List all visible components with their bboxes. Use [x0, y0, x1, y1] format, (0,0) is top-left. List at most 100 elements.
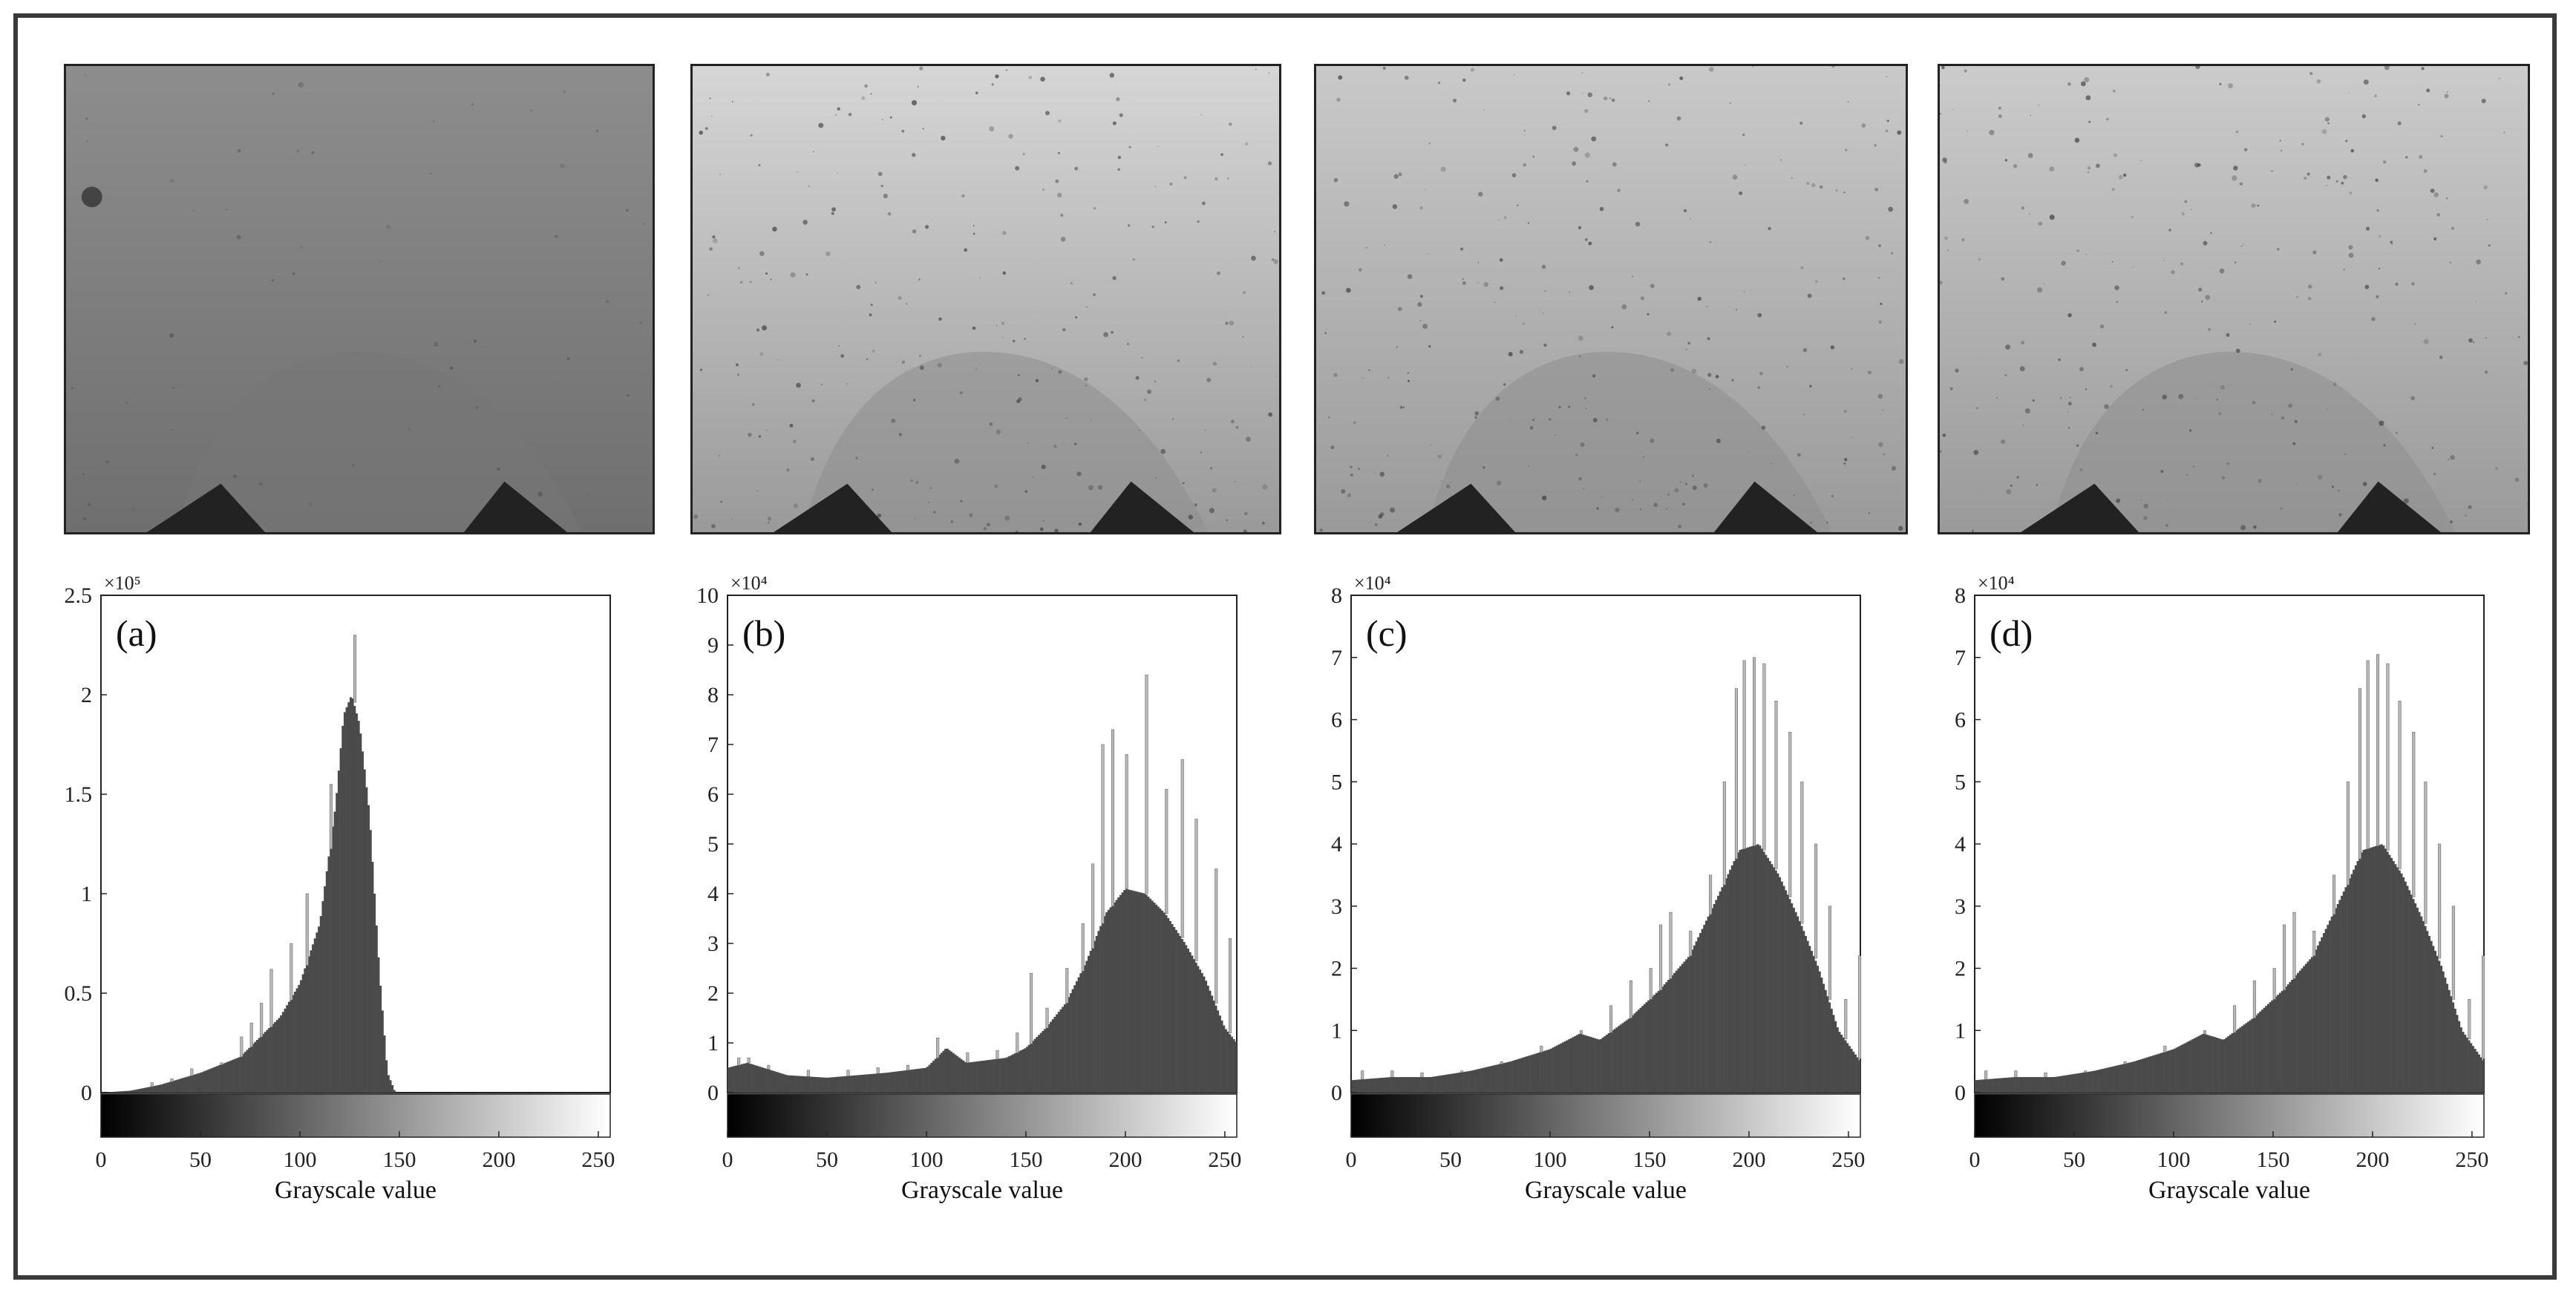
histogram-bar: [1185, 945, 1188, 1093]
histogram-bar: [2432, 946, 2435, 1093]
histogram-bar: [1595, 1038, 1598, 1093]
histogram-bar: [1510, 1061, 1513, 1093]
photo-speck: [1880, 302, 1883, 305]
photo-speck: [71, 387, 74, 390]
histogram-bar: [268, 1027, 271, 1093]
histogram-bar: [2111, 1066, 2114, 1093]
photo-speck: [1424, 189, 1425, 191]
histogram-bar: [952, 1053, 955, 1093]
histogram-bar: [1051, 1019, 1054, 1093]
histogram-bar: [1699, 933, 1701, 1093]
y-tick-label: 1: [707, 1031, 719, 1056]
photo-speck: [880, 184, 883, 188]
histogram-bar: [1083, 965, 1086, 1093]
histogram-bar: [163, 1084, 166, 1093]
photo-speck: [2010, 484, 2013, 487]
histogram-bar: [230, 1060, 233, 1093]
histogram-bar: [218, 1065, 221, 1093]
histogram-bar: [1351, 1080, 1353, 1093]
histogram-bar: [1823, 984, 1825, 1093]
histogram-spike: [220, 1062, 223, 1065]
y-tick-label: 0: [707, 1081, 719, 1105]
photo-speck: [2433, 473, 2436, 476]
histogram-bar: [2482, 1060, 2485, 1093]
photo-speck: [1002, 271, 1007, 275]
histogram-bar: [2193, 1038, 2196, 1093]
histogram-bar: [178, 1079, 181, 1093]
histogram-bar: [1687, 957, 1690, 1093]
histogram-spike: [269, 969, 273, 1027]
photo-speck: [1230, 419, 1235, 424]
photo-dark-wedge: [463, 481, 567, 532]
histogram-bar: [2030, 1077, 2033, 1093]
photo-speck: [2013, 164, 2018, 168]
histogram-bar: [2151, 1056, 2154, 1093]
photo-speck: [2087, 171, 2090, 174]
photo-speck: [1242, 336, 1244, 338]
photo-speck: [2485, 337, 2488, 339]
photo-speck: [1041, 464, 1046, 470]
photo-speck: [386, 225, 390, 229]
histogram-bar: [1586, 1035, 1589, 1093]
photo-speck: [2350, 148, 2354, 153]
histogram-spike: [2386, 663, 2390, 851]
photo-speck: [408, 428, 411, 431]
histogram-bar: [1174, 929, 1177, 1093]
histogram-spike: [846, 1070, 850, 1076]
histogram-bar: [158, 1084, 161, 1093]
y-tick-label: 7: [1955, 646, 1966, 670]
histogram-bar: [1199, 969, 1202, 1093]
photo-speck: [1707, 337, 1710, 341]
photo-speck: [169, 333, 174, 338]
histogram-bar: [2436, 955, 2439, 1093]
photo-speck: [1592, 374, 1596, 378]
y-tick-label: 8: [707, 683, 719, 707]
histogram-bar: [2183, 1043, 2186, 1093]
photo-speck: [2514, 477, 2520, 482]
histogram-bar: [1173, 926, 1176, 1093]
histogram-spike: [1390, 1070, 1394, 1078]
photo-speck: [2363, 79, 2369, 85]
histogram-bar: [1818, 971, 1821, 1093]
histogram-bar: [2072, 1074, 2075, 1093]
photo-speck: [1940, 450, 1942, 453]
photo-speck: [1683, 209, 1687, 213]
x-tick-label: 200: [482, 1148, 515, 1172]
histogram-bar: [1830, 1008, 1833, 1093]
y-tick-label: 9: [707, 633, 719, 658]
photo-speck: [1941, 66, 1945, 70]
photo-speck: [2188, 429, 2192, 432]
histogram-bar: [2265, 1006, 2268, 1093]
photo-speck: [912, 153, 916, 157]
histogram-bar: [1526, 1056, 1529, 1093]
photo-speck: [891, 418, 896, 423]
histogram-bar: [1107, 909, 1110, 1093]
histogram-bar: [2410, 894, 2413, 1093]
histogram-bar: [1042, 1030, 1045, 1093]
histogram-bar: [1615, 1027, 1618, 1093]
histogram-bar: [741, 1064, 744, 1093]
photo-speck: [1075, 315, 1078, 318]
histogram-bar: [743, 1063, 746, 1093]
histogram-bar: [2304, 963, 2307, 1093]
photo-speck: [2104, 404, 2109, 410]
photo-speck: [1888, 206, 1894, 212]
photo-speck: [300, 246, 302, 249]
histogram-bar: [2364, 849, 2367, 1093]
photo-speck: [1382, 67, 1386, 70]
histogram-bar: [1194, 962, 1197, 1093]
photo-speck: [1402, 406, 1405, 408]
histogram-bar: [1065, 1001, 1068, 1093]
histogram-bar: [1713, 903, 1716, 1093]
photo-speck: [1206, 377, 1212, 382]
photo-speck: [1341, 488, 1346, 494]
photo-speck: [2431, 447, 2434, 449]
photo-speck: [2371, 317, 2376, 321]
photo-speck: [1583, 488, 1585, 490]
photo-speck: [1440, 166, 1446, 172]
histogram-bar: [306, 962, 308, 1093]
histogram-bar: [793, 1076, 796, 1093]
photo-speck: [1584, 108, 1589, 114]
photo-speck: [497, 468, 500, 471]
histogram-bar: [2180, 1045, 2182, 1093]
